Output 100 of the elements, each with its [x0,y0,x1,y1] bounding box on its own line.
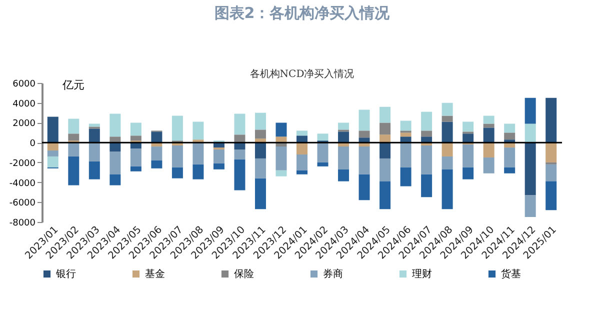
bar [276,136,287,143]
bar [254,112,266,130]
bar [546,142,557,162]
bar [546,98,557,143]
bar [254,130,266,139]
bar [192,122,204,140]
bar [192,142,204,164]
bar [254,158,266,178]
bar [254,178,266,210]
bar [172,116,183,141]
bar [442,169,453,210]
bar [88,128,100,143]
bar [504,132,516,140]
bar [462,144,474,168]
bar [358,130,370,138]
bar [213,150,224,164]
y-tick-label: 2000 [12,119,36,130]
legend-label: 保险 [234,268,254,280]
bar [504,148,516,168]
bar [380,181,391,210]
bar [483,116,494,124]
bar [442,156,453,170]
bar [483,157,494,174]
bar [317,134,328,141]
bar [296,170,308,174]
bar [524,124,536,143]
bar [130,166,142,172]
bar [296,130,308,136]
bar [421,112,432,131]
y-axis-title: 亿元 [62,78,84,92]
legend-label: 券商 [323,268,343,280]
bar [68,156,80,186]
bar [234,134,246,143]
bar [380,106,391,123]
bar [421,136,432,143]
bar [400,136,412,143]
bar [483,142,494,158]
bar [442,142,453,156]
bar [400,142,412,168]
bar [338,169,350,182]
bar [192,164,204,180]
bar [47,156,58,168]
bar [296,142,308,154]
bar [380,142,391,158]
bar [338,132,350,143]
bar [254,142,266,158]
bar [151,160,162,168]
bar [296,136,308,143]
bar [276,122,287,137]
bar [462,167,474,180]
bar [234,150,246,160]
bar [151,132,162,143]
bar [358,110,370,131]
bar [380,134,391,143]
bar [546,181,557,210]
bar [317,162,328,166]
bar [504,167,516,174]
bar [151,146,162,160]
bar [380,158,391,182]
bar [172,146,183,168]
bar [213,163,224,170]
bar [358,174,370,200]
bar [400,167,412,186]
y-tick-label: 0 [30,139,36,150]
bar [234,159,246,190]
bar [504,124,516,133]
bar [47,116,58,143]
y-tick-label: -8000 [9,218,36,228]
bar [546,164,557,182]
bar [400,120,412,131]
bar [88,142,100,162]
bar [421,174,432,198]
bar [358,146,370,174]
bar [442,116,453,122]
legend-label: 银行 [55,269,76,280]
bar [88,124,100,127]
bar [110,152,121,174]
bar [338,122,350,130]
legend-label: 货基 [501,268,521,280]
y-tick-label: -6000 [9,198,36,209]
bar [483,124,494,128]
bar [462,134,474,143]
bar [68,118,80,134]
legend-label: 基金 [145,268,165,280]
bar [483,128,494,143]
chart-title: 图表2：各机构净买入情况 [214,4,391,22]
bar [442,122,453,143]
y-tick-label: 4000 [12,99,36,110]
legend-label: 理财 [412,268,432,280]
bar [68,142,80,156]
bar [234,114,246,135]
bar [524,142,536,196]
chart-subtitle: 各机构NCD净买入情况 [250,68,354,80]
bar [380,122,391,135]
bar [68,134,80,141]
bar [421,146,432,174]
bar [47,150,58,156]
bar [172,167,183,178]
bar [400,132,412,137]
y-tick-label: -2000 [9,158,36,169]
